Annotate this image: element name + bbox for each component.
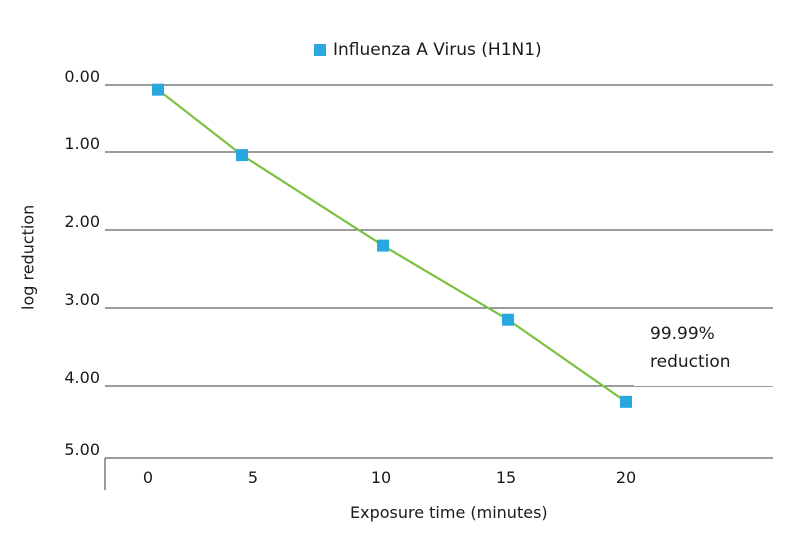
y-tick-label: 1.00 — [64, 134, 100, 153]
data-point — [152, 83, 164, 96]
legend-swatch-h1n1 — [314, 44, 326, 56]
x-tick-label: 15 — [496, 468, 516, 487]
data-point — [236, 149, 248, 162]
x-axis-label: Exposure time (minutes) — [350, 503, 548, 522]
x-tick-label: 5 — [248, 468, 258, 487]
reduction-callout: 99.99% reduction — [634, 316, 774, 386]
y-axis-label: log reduction — [18, 204, 38, 310]
data-point — [377, 239, 389, 252]
legend-label-h1n1: Influenza A Virus (H1N1) — [333, 40, 542, 60]
y-tick-label: 2.00 — [64, 212, 100, 231]
x-tick-label: 10 — [371, 468, 391, 487]
chart-legend: Influenza A Virus (H1N1) — [314, 38, 542, 62]
y-tick-label: 4.00 — [64, 368, 100, 387]
x-tick-label: 0 — [143, 468, 153, 487]
callout-percent: 99.99% — [650, 324, 715, 344]
callout-text: reduction — [650, 352, 731, 372]
x-tick-label: 20 — [616, 468, 636, 487]
series-line — [157, 88, 627, 403]
data-point — [502, 313, 514, 326]
y-tick-label: 3.00 — [64, 290, 100, 309]
y-tick-label: 5.00 — [64, 440, 100, 459]
data-point — [620, 395, 632, 408]
y-tick-label: 0.00 — [64, 67, 100, 86]
